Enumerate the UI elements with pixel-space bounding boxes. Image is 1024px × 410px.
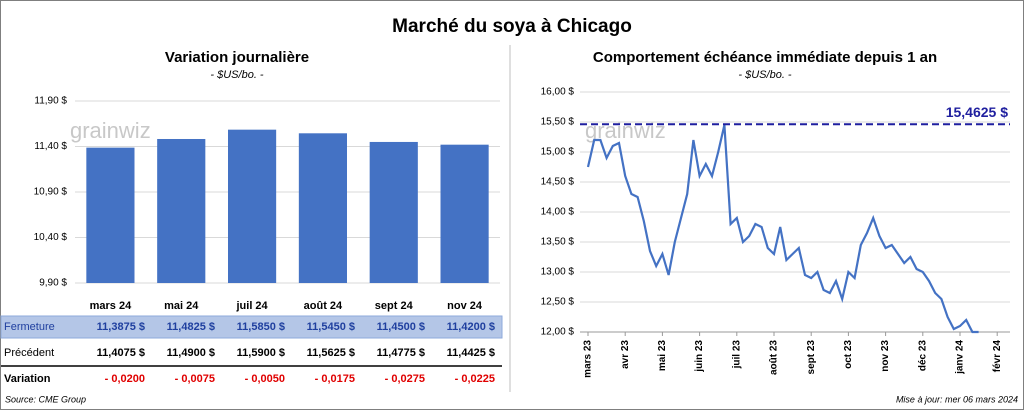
x-tick-label: mars 24: [90, 300, 132, 312]
table-cell: 11,3875 $: [97, 321, 145, 333]
x-tick-label: mai 24: [164, 300, 199, 312]
table-cell: 11,5900 $: [237, 347, 285, 359]
x-tick-label: août 24: [304, 300, 343, 312]
updated: Mise à jour: mer 06 mars 2024: [896, 394, 1018, 404]
bar: [298, 133, 347, 283]
table-cell: - 0,0075: [175, 373, 215, 385]
source: Source: CME Group: [5, 394, 86, 404]
y-tick-label: 15,00 $: [541, 147, 575, 158]
bar: [228, 129, 277, 283]
table-cell: 11,4500 $: [377, 321, 425, 333]
bar: [86, 147, 135, 283]
watermark: grainwiz: [70, 118, 151, 143]
x-tick-label: oct 23: [843, 340, 854, 369]
x-tick-label: juin 23: [694, 340, 705, 373]
y-tick-label: 13,00 $: [541, 267, 575, 278]
x-tick-label: août 23: [769, 340, 780, 375]
y-tick-label: 14,50 $: [541, 177, 575, 188]
y-tick-label: 9,90 $: [39, 278, 67, 289]
y-tick-label: 10,40 $: [34, 232, 68, 243]
table-cell: 11,4075 $: [97, 347, 145, 359]
x-tick-label: nov 24: [447, 300, 483, 312]
reference-label: 15,4625 $: [946, 104, 1008, 120]
table-cell: - 0,0175: [315, 373, 355, 385]
table-cell: 11,4900 $: [167, 347, 215, 359]
table-cell: - 0,0200: [105, 373, 145, 385]
row-highlight: [0, 315, 503, 339]
y-tick-label: 11,90 $: [34, 96, 67, 107]
x-tick-label: juil 23: [731, 340, 742, 370]
x-tick-label: déc 23: [917, 340, 928, 372]
y-tick-label: 11,40 $: [34, 141, 67, 152]
bar: [440, 144, 489, 283]
y-tick-label: 16,00 $: [541, 87, 575, 98]
row-label: Variation: [4, 373, 51, 385]
table-cell: - 0,0225: [455, 373, 495, 385]
x-tick-label: févr 24: [992, 340, 1003, 373]
bar-title: Variation journalière: [165, 49, 309, 66]
row-label: Précédent: [4, 347, 54, 359]
x-tick-label: sept 23: [806, 340, 817, 375]
table-cell: - 0,0275: [385, 373, 425, 385]
row-label: Fermeture: [4, 321, 55, 333]
table-cell: 11,4425 $: [447, 347, 495, 359]
y-tick-label: 15,50 $: [541, 117, 575, 128]
y-tick-label: 12,50 $: [541, 297, 575, 308]
x-tick-label: juil 24: [235, 300, 268, 312]
table-cell: 11,5625 $: [307, 347, 355, 359]
table-cell: - 0,0050: [245, 373, 285, 385]
table-cell: 11,4775 $: [377, 347, 425, 359]
price-line: [586, 124, 979, 334]
table-cell: 11,5850 $: [237, 321, 285, 333]
table-cell: 11,4825 $: [167, 321, 215, 333]
bar-subtitle: - $US/bo. -: [210, 69, 264, 81]
line-title: Comportement échéance immédiate depuis 1…: [593, 49, 937, 66]
y-tick-label: 13,50 $: [541, 237, 575, 248]
y-tick-label: 14,00 $: [541, 207, 575, 218]
y-tick-label: 10,90 $: [34, 187, 68, 198]
x-tick-label: mars 23: [583, 340, 594, 378]
page-title: Marché du soya à Chicago: [392, 16, 632, 37]
line-subtitle: - $US/bo. -: [738, 69, 792, 81]
table-cell: 11,5450 $: [307, 321, 355, 333]
bar: [157, 138, 206, 283]
bar: [369, 141, 418, 283]
x-tick-label: janv 24: [955, 340, 966, 375]
x-tick-label: mai 23: [657, 340, 668, 372]
y-tick-label: 12,00 $: [541, 327, 575, 338]
table-cell: 11,4200 $: [447, 321, 495, 333]
x-tick-label: nov 23: [880, 340, 891, 372]
x-tick-label: avr 23: [620, 340, 631, 369]
x-tick-label: sept 24: [375, 300, 414, 312]
